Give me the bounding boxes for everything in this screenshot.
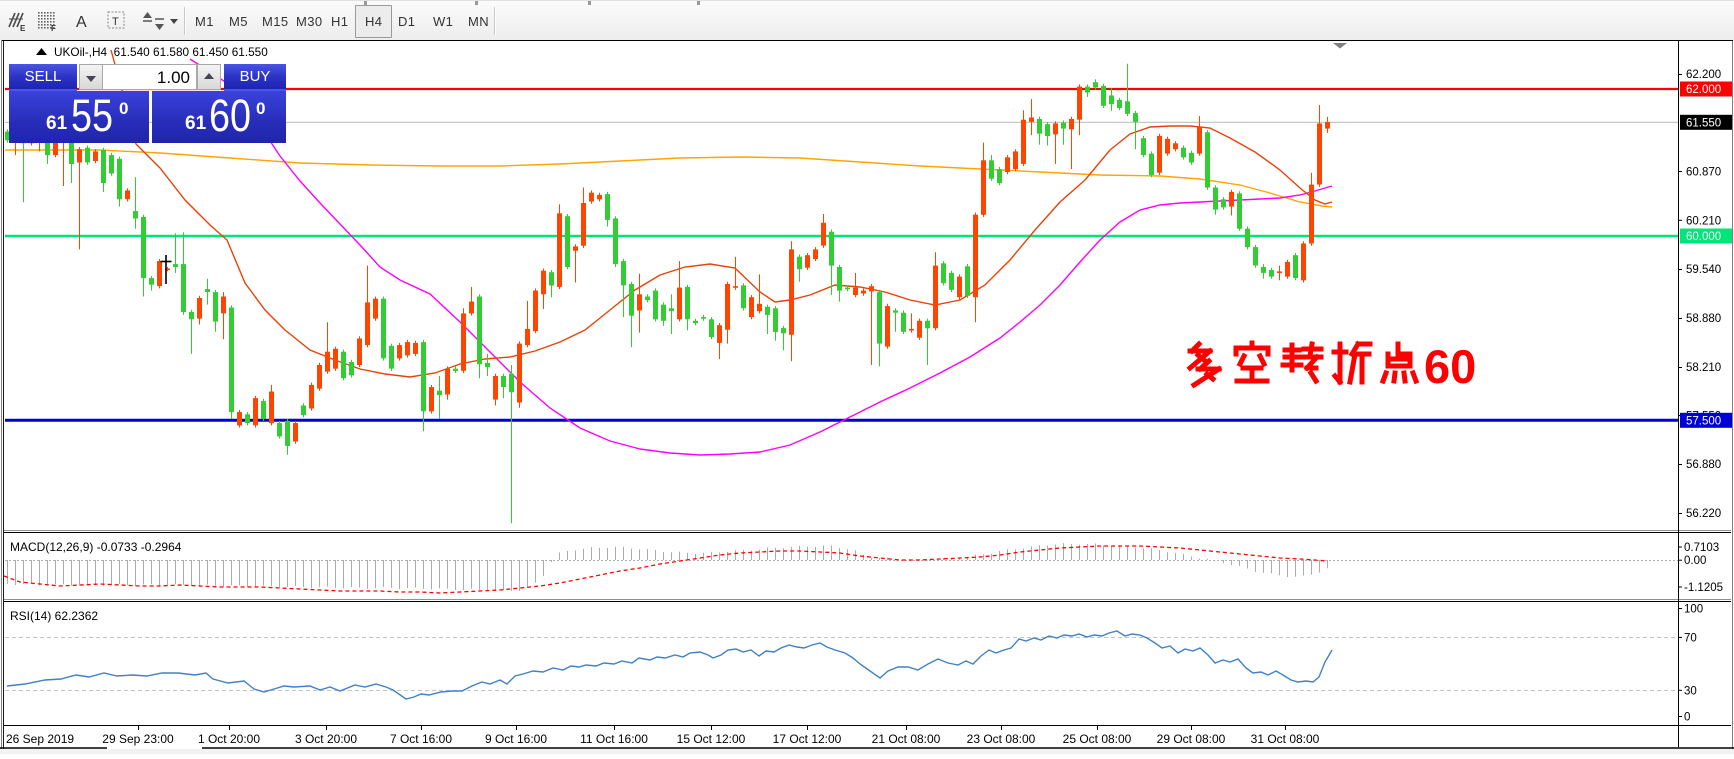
svg-text:0.7103: 0.7103 [1684, 542, 1719, 554]
svg-text:T: T [112, 16, 119, 28]
svg-text:58.210: 58.210 [1686, 362, 1721, 374]
svg-text:62.000: 62.000 [1686, 84, 1721, 96]
svg-text:25 Oct 08:00: 25 Oct 08:00 [1063, 732, 1132, 746]
svg-text:29 Sep 23:00: 29 Sep 23:00 [102, 732, 174, 746]
svg-text:26 Sep 2019: 26 Sep 2019 [6, 732, 74, 746]
svg-text:57.500: 57.500 [1686, 416, 1721, 428]
svg-text:56.880: 56.880 [1686, 459, 1721, 471]
svg-text:61.550: 61.550 [1686, 118, 1721, 130]
svg-text:21 Oct 08:00: 21 Oct 08:00 [872, 732, 941, 746]
svg-text:F: F [51, 24, 56, 33]
svg-text:E: E [20, 24, 26, 33]
svg-text:58.880: 58.880 [1686, 313, 1721, 325]
svg-text:3 Oct 20:00: 3 Oct 20:00 [295, 732, 357, 746]
svg-text:60.000: 60.000 [1686, 231, 1721, 243]
svg-text:23 Oct 08:00: 23 Oct 08:00 [967, 732, 1036, 746]
svg-text:MACD(12,26,9) -0.0733 -0.2964: MACD(12,26,9) -0.0733 -0.2964 [10, 540, 182, 554]
svg-text:1 Oct 20:00: 1 Oct 20:00 [198, 732, 260, 746]
svg-text:17 Oct 12:00: 17 Oct 12:00 [773, 732, 842, 746]
svg-text:11 Oct 16:00: 11 Oct 16:00 [580, 732, 648, 746]
svg-text:30: 30 [1684, 685, 1697, 697]
svg-text:59.540: 59.540 [1686, 264, 1721, 276]
svg-text:7 Oct 16:00: 7 Oct 16:00 [390, 732, 452, 746]
svg-text:62.200: 62.200 [1686, 69, 1721, 81]
svg-text:70: 70 [1684, 632, 1697, 644]
svg-text:60.870: 60.870 [1686, 167, 1721, 179]
svg-text:-1.1205: -1.1205 [1684, 582, 1723, 594]
svg-text:29 Oct 08:00: 29 Oct 08:00 [1157, 732, 1226, 746]
svg-text:9 Oct 16:00: 9 Oct 16:00 [485, 732, 547, 746]
svg-text:UKOil-,H4 61.540 61.580 61.45: UKOil-,H4 61.540 61.580 61.450 61.550 [54, 45, 268, 59]
svg-text:0.00: 0.00 [1684, 555, 1706, 567]
svg-text:15 Oct 12:00: 15 Oct 12:00 [677, 732, 746, 746]
svg-text:0: 0 [1684, 712, 1690, 724]
svg-text:56.220: 56.220 [1686, 508, 1721, 520]
svg-text:60.210: 60.210 [1686, 215, 1721, 227]
svg-text:60: 60 [1424, 340, 1476, 393]
svg-text:A: A [76, 14, 87, 31]
svg-text:RSI(14) 62.2362: RSI(14) 62.2362 [10, 609, 98, 623]
svg-text:31 Oct 08:00: 31 Oct 08:00 [1251, 732, 1320, 746]
svg-text:100: 100 [1684, 604, 1703, 616]
